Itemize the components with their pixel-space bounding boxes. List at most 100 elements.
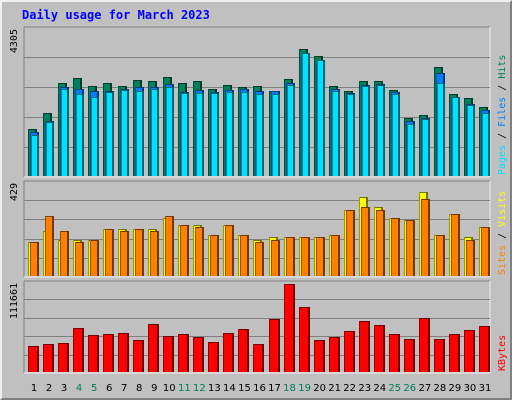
bar-pages-day-5 bbox=[91, 97, 99, 176]
day-label-28: 28 bbox=[434, 383, 447, 394]
day-label-18: 18 bbox=[283, 383, 296, 394]
day-label-5: 5 bbox=[91, 383, 97, 394]
bar-pages-day-24 bbox=[377, 85, 385, 176]
chart-title: Daily usage for March 2023 bbox=[22, 8, 210, 22]
legend-entry-pages: Pages bbox=[497, 145, 508, 175]
legend-g-mid: Sites / Visits bbox=[497, 191, 508, 275]
bar-sites-day-undefined bbox=[180, 225, 189, 276]
day-label-31: 31 bbox=[479, 383, 492, 394]
day-label-16: 16 bbox=[253, 383, 266, 394]
bar-sites-day-undefined bbox=[195, 227, 204, 276]
y-max-label: 111661 bbox=[9, 283, 20, 319]
bar-kbytes-day-undefined bbox=[163, 336, 174, 372]
bar-pages-day-23 bbox=[362, 86, 370, 176]
bar-sites-day-undefined bbox=[90, 240, 99, 276]
bar-sites-day-undefined bbox=[451, 214, 460, 276]
bar-sites-day-undefined bbox=[30, 242, 39, 276]
bar-sites-day-undefined bbox=[391, 218, 400, 276]
bar-kbytes-day-undefined bbox=[133, 340, 144, 372]
day-label-17: 17 bbox=[268, 383, 281, 394]
kbytes-panel: 111661 KBytes bbox=[9, 280, 508, 374]
bar-sites-day-undefined bbox=[271, 240, 280, 276]
bar-kbytes-day-undefined bbox=[284, 284, 295, 372]
bar-pages-day-22 bbox=[347, 94, 355, 176]
bar-pages-day-14 bbox=[226, 92, 234, 176]
sites-visits-panel: 429 Sites / Visits bbox=[9, 180, 508, 278]
day-label-10: 10 bbox=[163, 383, 176, 394]
day-labels: 1 2 3 4 5 6 7 8 9 10 11 12 13 14 15 16 17 18 19 20 21 22 23 24 2… bbox=[31, 383, 492, 394]
bar-pages-day-16 bbox=[256, 94, 264, 176]
day-label-11: 11 bbox=[178, 383, 191, 394]
bar-pages-day-3 bbox=[61, 89, 69, 176]
day-label-19: 19 bbox=[298, 383, 311, 394]
bar-kbytes-day-undefined bbox=[419, 318, 430, 372]
bar-kbytes-day-undefined bbox=[374, 325, 385, 372]
bar-kbytes-day-undefined bbox=[43, 344, 54, 372]
bar-sites-day-undefined bbox=[210, 235, 219, 276]
day-label-3: 3 bbox=[61, 383, 67, 394]
bar-sites-day-undefined bbox=[165, 216, 174, 276]
bar-pages-day-2 bbox=[46, 122, 54, 176]
bar-kbytes-day-undefined bbox=[389, 334, 400, 372]
bar-pages-day-1 bbox=[31, 135, 39, 176]
day-label-13: 13 bbox=[208, 383, 221, 394]
y-max-label: 4305 bbox=[9, 29, 20, 53]
day-label-23: 23 bbox=[358, 383, 371, 394]
bar-pages-day-4 bbox=[76, 94, 84, 176]
bar-kbytes-day-undefined bbox=[253, 344, 264, 372]
bar-kbytes-day-undefined bbox=[329, 337, 340, 372]
bar-pages-day-12 bbox=[196, 93, 204, 176]
day-label-2: 2 bbox=[46, 383, 52, 394]
bar-sites-day-undefined bbox=[376, 210, 385, 276]
day-label-1: 1 bbox=[31, 383, 37, 394]
legend-g-bot: KBytes bbox=[497, 335, 508, 371]
day-label-15: 15 bbox=[238, 383, 251, 394]
bar-kbytes-day-undefined bbox=[269, 319, 280, 372]
bar-sites-day-undefined bbox=[331, 235, 340, 276]
legend-entry-kbytes: KBytes bbox=[497, 335, 508, 371]
bar-pages-day-20 bbox=[317, 60, 325, 176]
bar-pages-day-28 bbox=[437, 83, 445, 176]
day-label-26: 26 bbox=[403, 383, 416, 394]
day-label-27: 27 bbox=[418, 383, 431, 394]
bar-sites-day-undefined bbox=[361, 207, 370, 276]
bar-sites-day-undefined bbox=[225, 225, 234, 276]
bar-sites-day-undefined bbox=[286, 237, 295, 276]
day-label-12: 12 bbox=[193, 383, 206, 394]
legend-entry-files: Files bbox=[497, 97, 508, 127]
day-label-6: 6 bbox=[106, 383, 112, 394]
bar-sites-day-undefined bbox=[406, 220, 415, 276]
bar-kbytes-day-undefined bbox=[73, 328, 84, 372]
bar-sites-day-undefined bbox=[135, 229, 144, 276]
bar-kbytes-day-undefined bbox=[103, 334, 114, 372]
bar-kbytes-day-undefined bbox=[434, 339, 445, 372]
legend-entry-hits: Hits bbox=[497, 55, 508, 79]
bar-kbytes-day-undefined bbox=[58, 343, 69, 372]
bar-pages-day-21 bbox=[332, 91, 340, 176]
bar-kbytes-day-undefined bbox=[178, 334, 189, 372]
day-label-9: 9 bbox=[151, 383, 157, 394]
bar-kbytes-day-undefined bbox=[193, 337, 204, 372]
bar-kbytes-day-undefined bbox=[344, 331, 355, 372]
bar-pages-day-9 bbox=[151, 89, 159, 176]
bar-pages-day-29 bbox=[452, 97, 460, 176]
bar-pages-day-10 bbox=[166, 87, 174, 176]
bar-pages-day-8 bbox=[136, 91, 144, 176]
bar-sites-day-undefined bbox=[346, 210, 355, 276]
day-label-7: 7 bbox=[121, 383, 127, 394]
bar-pages-day-19 bbox=[302, 53, 310, 176]
bar-pages-day-7 bbox=[121, 90, 129, 176]
bar-kbytes-day-undefined bbox=[359, 321, 370, 372]
bar-pages-day-31 bbox=[482, 113, 490, 176]
bar-sites-day-undefined bbox=[75, 242, 84, 276]
bar-kbytes-day-undefined bbox=[464, 330, 475, 372]
bar-kbytes-day-undefined bbox=[223, 333, 234, 372]
day-label-25: 25 bbox=[388, 383, 401, 394]
bar-sites-day-undefined bbox=[255, 242, 264, 276]
bar-kbytes-day-undefined bbox=[148, 324, 159, 372]
bar-pages-day-6 bbox=[106, 92, 114, 176]
bar-sites-day-undefined bbox=[481, 227, 490, 276]
bar-kbytes-day-undefined bbox=[238, 329, 249, 372]
bar-kbytes-day-undefined bbox=[208, 342, 219, 372]
bar-kbytes-day-undefined bbox=[118, 333, 129, 372]
